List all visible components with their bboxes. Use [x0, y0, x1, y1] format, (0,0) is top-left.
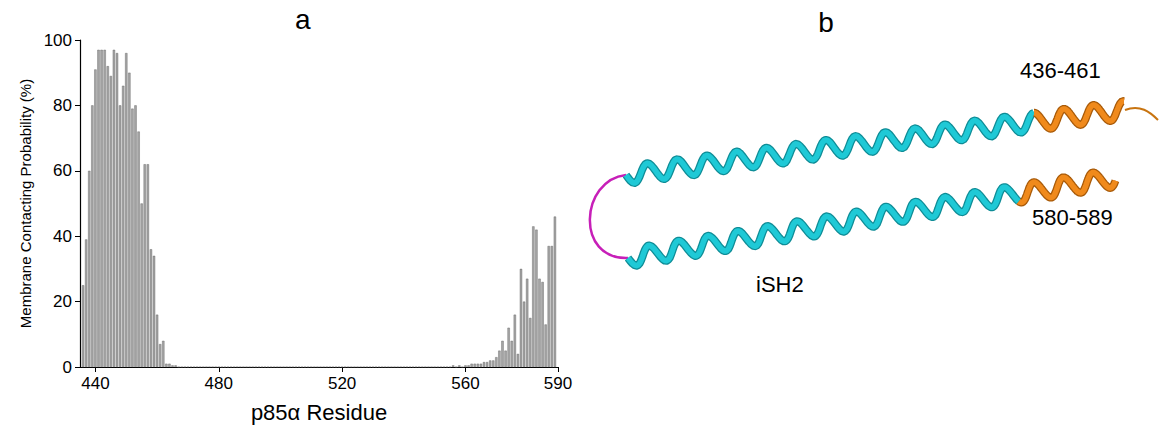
- svg-text:520: 520: [328, 374, 356, 393]
- svg-text:440: 440: [81, 374, 109, 393]
- svg-text:480: 480: [205, 374, 233, 393]
- svg-text:560: 560: [451, 374, 479, 393]
- svg-text:iSH2: iSH2: [756, 272, 804, 297]
- svg-text:Membrane Contacting Probabilit: Membrane Contacting Probability (%): [17, 79, 34, 328]
- svg-text:100: 100: [44, 31, 72, 50]
- svg-text:0: 0: [63, 358, 72, 377]
- svg-text:p85α Residue: p85α Residue: [251, 400, 387, 425]
- svg-text:60: 60: [53, 161, 72, 180]
- svg-text:40: 40: [53, 227, 72, 246]
- svg-text:436-461: 436-461: [1020, 58, 1101, 83]
- svg-text:20: 20: [53, 292, 72, 311]
- svg-text:b: b: [818, 7, 834, 38]
- svg-text:590: 590: [544, 374, 572, 393]
- svg-text:80: 80: [53, 96, 72, 115]
- svg-text:580-589: 580-589: [1032, 205, 1113, 230]
- svg-text:a: a: [295, 4, 311, 35]
